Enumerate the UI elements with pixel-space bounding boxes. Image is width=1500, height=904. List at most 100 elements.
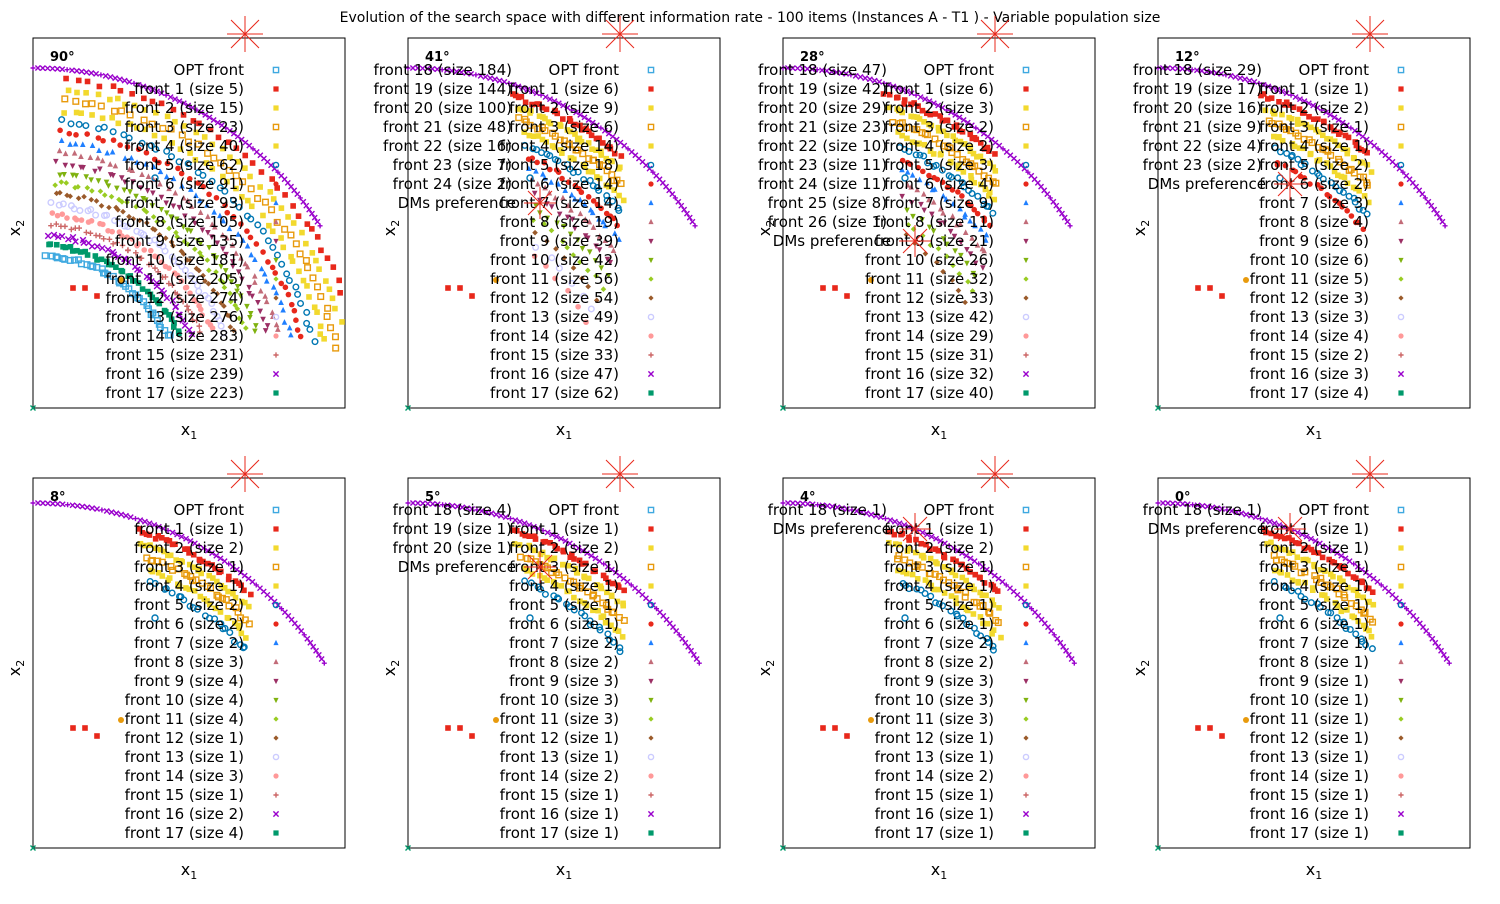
front-point: [235, 203, 243, 211]
front-point: [118, 175, 125, 181]
legend-front-label: front 15 (size 1): [1250, 786, 1369, 804]
front-point: [600, 572, 607, 579]
front-point: [1338, 608, 1345, 615]
legend-front-label: front 15 (size 231): [106, 346, 245, 364]
front-point: [920, 168, 926, 175]
legend-row: front 2 (size 1): [1259, 539, 1404, 557]
legend-row: front 17 (size 1): [1250, 824, 1404, 842]
front-point: [59, 200, 67, 208]
opt-front-point: [1406, 609, 1413, 616]
front-point: [324, 255, 331, 261]
front-point: [1308, 167, 1316, 175]
legend-front-marker: [648, 333, 654, 339]
front-point: [1311, 116, 1317, 122]
front-point: [209, 166, 216, 172]
front-point: [1207, 285, 1213, 291]
legend-row: front 3 (size 6): [509, 118, 655, 136]
front-point: [1314, 600, 1322, 608]
front-point: [899, 157, 906, 164]
plot-frame: [407, 37, 721, 409]
front-point: [247, 234, 254, 241]
front-point: [164, 552, 171, 559]
front-point: [191, 276, 199, 284]
front-point: [131, 263, 139, 271]
front-point: [589, 146, 595, 152]
legend-front-marker: [273, 143, 279, 149]
front-point: [968, 176, 975, 183]
front-point: [285, 214, 291, 220]
front-point: [177, 146, 184, 152]
opt-front-point: [306, 206, 313, 213]
front-point: [79, 236, 87, 244]
opt-front-point: [529, 88, 536, 95]
legend-front-label: front 10 (size 3): [875, 691, 994, 709]
legend-row: front 16 (size 239): [106, 365, 280, 383]
front-point: [935, 128, 942, 134]
front-point: [142, 126, 148, 133]
front-point: [590, 198, 597, 204]
front-point: [222, 202, 228, 209]
legend-front-marker: [1022, 753, 1030, 761]
front-point: [159, 573, 166, 579]
dm-preference-marker: [1352, 16, 1388, 52]
front-point: [603, 167, 611, 175]
opt-front-point: [250, 146, 256, 152]
front-tail-series: [445, 174, 534, 299]
front-point: [220, 246, 226, 252]
legend-extra-label: front 23 (size 7): [393, 156, 512, 174]
front-point: [100, 137, 106, 144]
opt-front-point: [1310, 102, 1317, 109]
opt-front-point: [589, 119, 596, 126]
front-point: [58, 137, 65, 143]
front-point: [971, 206, 978, 213]
legend-row: front 2 (size 2): [884, 539, 1029, 557]
front-point: [1340, 146, 1347, 152]
legend-front-marker: [648, 658, 654, 665]
opt-front-point: [434, 501, 441, 508]
front-point: [293, 317, 299, 323]
front-point: [65, 87, 72, 94]
front-point: [67, 202, 75, 210]
front-point: [616, 644, 624, 652]
opt-front-point: [1056, 206, 1063, 213]
legend-front-label: front 2 (size 9): [509, 99, 619, 117]
front-point: [607, 259, 614, 266]
front-point: [63, 75, 69, 82]
legend-extra-label: front 25 (size 8): [768, 194, 887, 212]
front-point: [939, 117, 946, 124]
front-point: [189, 577, 197, 585]
front-point: [962, 211, 968, 217]
opt-front-point: [1213, 70, 1220, 77]
opt-front-point: [553, 533, 560, 540]
front-point: [941, 564, 948, 570]
front-point: [97, 188, 104, 195]
front-point: [112, 162, 119, 169]
front-point: [554, 220, 560, 227]
front-point: [545, 119, 552, 125]
front-point: [1369, 589, 1376, 596]
opt-front-point: [69, 502, 76, 509]
legend-front-marker: [1023, 295, 1029, 301]
front-point: [586, 617, 594, 625]
front-point: [1264, 540, 1270, 547]
front-point: [181, 322, 189, 329]
origin-marker: [405, 845, 411, 851]
front-point: [900, 569, 906, 575]
front-point: [100, 236, 107, 242]
opt-front-point: [65, 502, 71, 508]
front-point: [935, 124, 942, 131]
front-point: [252, 256, 258, 263]
front-point: [986, 609, 994, 617]
opt-front-point: [281, 609, 288, 616]
front-point: [985, 608, 993, 616]
front-point: [288, 253, 294, 260]
front-point: [563, 600, 571, 608]
legend-row: front 6 (size 14): [500, 175, 654, 193]
front-point: [941, 590, 948, 596]
front-point: [998, 634, 1004, 641]
front-point: [94, 733, 100, 739]
legend-front-label: front 7 (size 93): [125, 194, 244, 212]
front-point: [534, 125, 542, 133]
front-point: [323, 312, 331, 320]
